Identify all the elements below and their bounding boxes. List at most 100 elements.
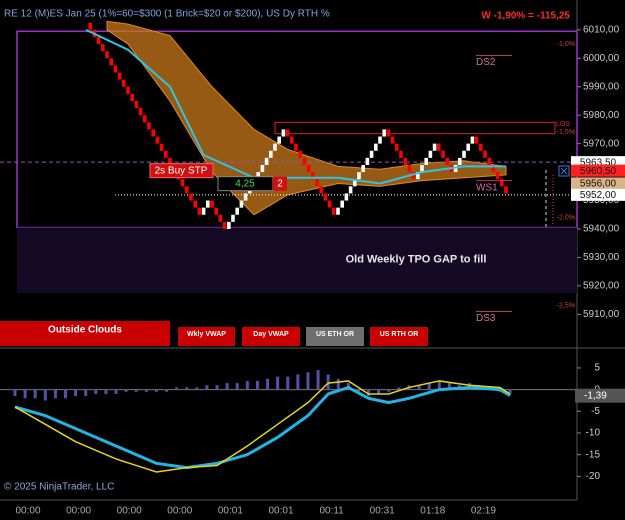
brick (159, 143, 164, 151)
brick (193, 200, 197, 208)
brick (420, 164, 424, 173)
brick (437, 143, 441, 151)
brick (399, 150, 403, 158)
price-tag (571, 177, 625, 190)
last-tag-label: -1,39 (584, 390, 607, 401)
brick (344, 193, 349, 201)
brick (222, 221, 227, 229)
brick (374, 143, 378, 151)
brick (479, 143, 483, 151)
copyright: © 2025 NinjaTrader, LLC (4, 482, 114, 493)
toolbar-button[interactable] (0, 321, 170, 346)
brick (323, 193, 328, 201)
brick (206, 200, 210, 208)
histogram-bar (266, 378, 270, 390)
pivot-label: WS1 (476, 182, 498, 193)
price-tag-label: 5960,50 (580, 166, 617, 177)
histogram-bar (336, 378, 340, 390)
brick (285, 129, 290, 137)
y-tick-label: -10 (586, 428, 601, 439)
brick (311, 172, 315, 180)
toolbar-button[interactable] (242, 327, 300, 346)
x-tick-label: 01:18 (420, 506, 445, 517)
brick (214, 207, 218, 215)
brick (277, 136, 281, 144)
toolbar-button[interactable] (306, 327, 364, 346)
summary: W -1,90% = -115,25 (481, 11, 570, 22)
brick (109, 58, 113, 66)
cloud-band (106, 20, 507, 216)
brick (382, 129, 386, 137)
pivot-label: DS2 (476, 57, 496, 68)
price-tag-label: 5963,50 (580, 157, 617, 168)
brick (117, 72, 122, 80)
pct-label: -2,5% (557, 303, 575, 310)
histogram-bar (205, 385, 209, 390)
histogram-bar (53, 389, 57, 399)
toolbar-button-label: Wkly VWAP (187, 331, 226, 338)
brick (306, 164, 311, 173)
brick (462, 150, 466, 158)
histogram-bar (508, 389, 512, 394)
histogram-bar (316, 370, 320, 390)
brick (353, 179, 357, 187)
brick (189, 193, 193, 201)
brick (185, 186, 189, 194)
histogram-bar (144, 389, 148, 392)
toolbar-button-label: Outside Clouds (48, 325, 122, 336)
pct-label: -1,0% (557, 41, 575, 48)
y-tick-label: 5980,00 (583, 110, 620, 121)
y-tick-label: -15 (586, 449, 601, 460)
toolbar-button[interactable] (370, 327, 428, 346)
histogram-bar (427, 383, 431, 390)
brick (369, 150, 374, 158)
histogram-bar (13, 389, 17, 397)
histogram-bar (276, 376, 280, 390)
pct-label: -2,0% (557, 214, 575, 221)
count-box[interactable] (273, 176, 287, 191)
histogram-bar (33, 389, 37, 399)
histogram-bar (286, 376, 290, 390)
brick (365, 157, 370, 165)
y-tick-label: -5 (591, 406, 600, 417)
brick (432, 143, 437, 151)
brick (164, 150, 168, 158)
brick (256, 172, 260, 180)
price-tag (571, 188, 625, 201)
y-tick-label: -20 (586, 471, 601, 482)
histogram-bar (235, 383, 239, 390)
brick (96, 36, 101, 45)
x-tick-label: 00:00 (167, 506, 192, 517)
brick (290, 136, 294, 144)
brick (239, 200, 244, 208)
histogram-bar (124, 389, 128, 392)
toolbar-button-label: Day VWAP (253, 331, 289, 338)
histogram-bar (367, 389, 371, 397)
y-tick-label: 5910,00 (583, 309, 620, 320)
histogram-bar (296, 374, 300, 390)
brick (264, 157, 269, 165)
chart-title: RE 12 (M)ES Jan 25 (1%=60=$300 (1 Brick=… (4, 9, 330, 20)
histogram-bar (326, 374, 330, 390)
toolbar-button-label: US RTH OR (380, 331, 419, 338)
histogram-bar (64, 389, 68, 399)
brick (361, 164, 365, 173)
x-tick-label: 00:01 (218, 506, 243, 517)
brick (302, 157, 307, 165)
x-tick-label: 00:00 (117, 506, 142, 517)
price-tag (571, 164, 625, 177)
close-box[interactable] (558, 165, 570, 177)
toolbar-button[interactable] (178, 327, 235, 346)
brick (134, 100, 139, 109)
brick (357, 172, 361, 180)
brick (416, 172, 420, 180)
histogram-bar (114, 389, 118, 394)
brick (403, 157, 407, 165)
brick (315, 179, 319, 187)
brick (126, 86, 130, 94)
order-box[interactable] (149, 163, 214, 179)
brick (88, 22, 92, 30)
brick (378, 136, 382, 144)
x-tick-label: 00:00 (66, 506, 91, 517)
